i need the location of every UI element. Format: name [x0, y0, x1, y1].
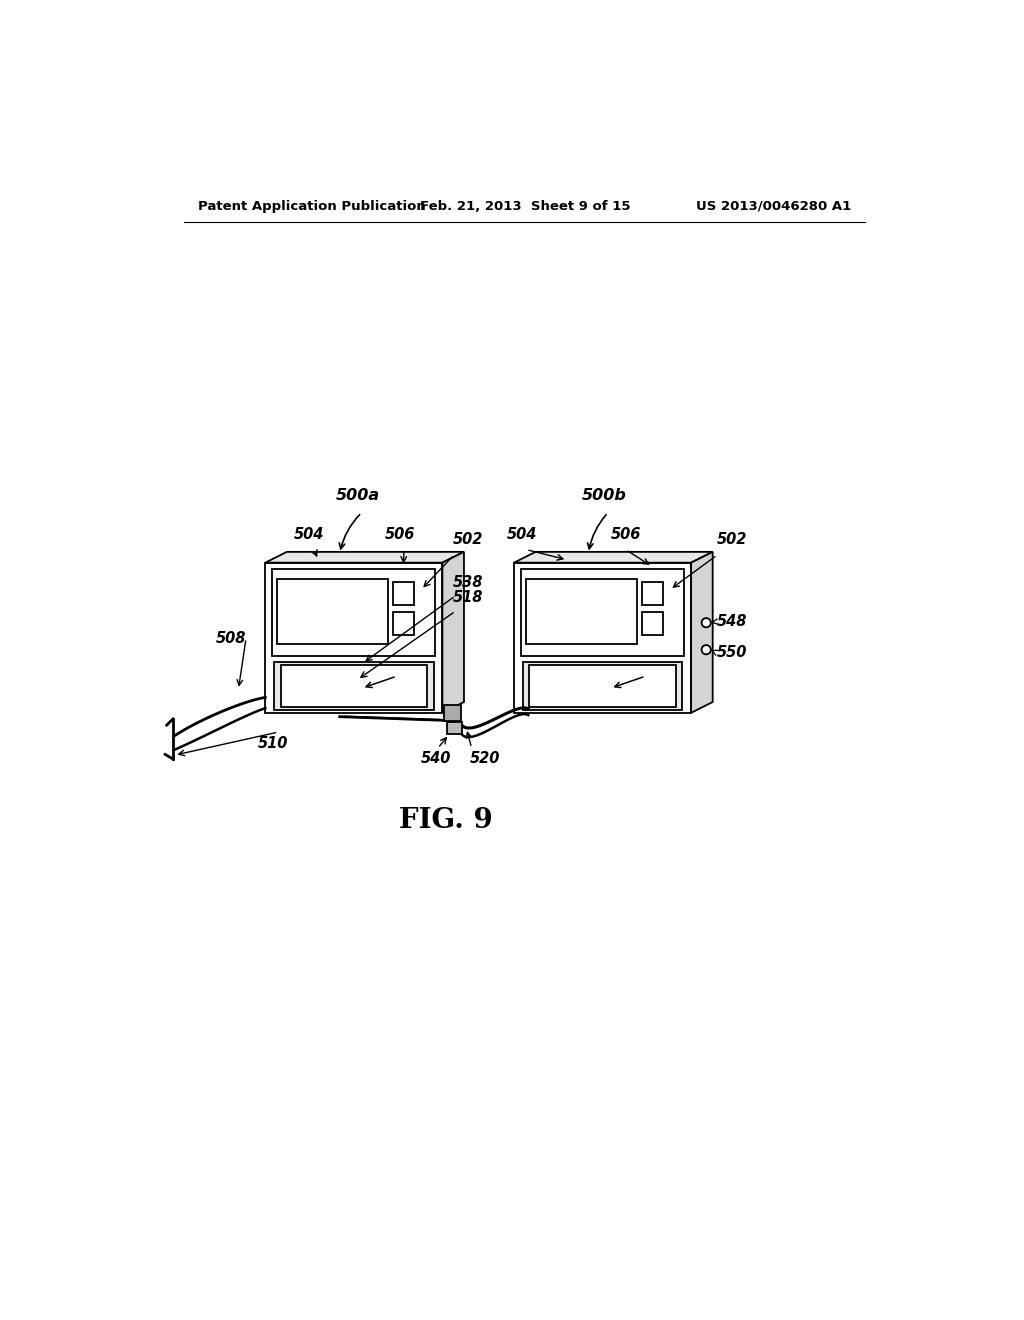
Text: US 2013/0046280 A1: US 2013/0046280 A1 [696, 199, 851, 213]
Text: 500a: 500a [336, 488, 380, 503]
Circle shape [701, 645, 711, 655]
Text: 504: 504 [507, 527, 538, 543]
Polygon shape [265, 552, 464, 562]
Text: 518: 518 [453, 590, 482, 605]
Text: 506: 506 [385, 527, 416, 543]
Text: 500b: 500b [582, 488, 627, 503]
Polygon shape [393, 582, 414, 606]
Polygon shape [393, 611, 414, 635]
Polygon shape [272, 569, 435, 656]
Polygon shape [265, 562, 442, 713]
Polygon shape [278, 579, 388, 644]
Polygon shape [642, 582, 663, 606]
Text: 520: 520 [470, 751, 501, 767]
Text: 550: 550 [717, 645, 748, 660]
Polygon shape [442, 552, 464, 713]
Polygon shape [691, 552, 713, 713]
Polygon shape [521, 569, 684, 656]
Text: Patent Application Publication: Patent Application Publication [199, 199, 426, 213]
Circle shape [701, 618, 711, 627]
Text: 538: 538 [453, 574, 482, 590]
Polygon shape [529, 665, 676, 706]
Text: 548: 548 [717, 614, 748, 628]
Text: 510: 510 [258, 737, 288, 751]
Text: Feb. 21, 2013  Sheet 9 of 15: Feb. 21, 2013 Sheet 9 of 15 [420, 199, 630, 213]
Text: 504: 504 [294, 527, 325, 543]
Polygon shape [444, 705, 461, 721]
Polygon shape [514, 562, 691, 713]
Text: 502: 502 [453, 532, 482, 548]
Polygon shape [523, 661, 682, 710]
Text: 506: 506 [610, 527, 641, 543]
Text: 508: 508 [216, 631, 246, 645]
Polygon shape [526, 579, 637, 644]
Polygon shape [274, 661, 433, 710]
Polygon shape [514, 552, 713, 562]
Text: 502: 502 [717, 532, 746, 548]
Text: FIG. 9: FIG. 9 [399, 807, 494, 834]
Polygon shape [447, 722, 463, 734]
Polygon shape [642, 611, 663, 635]
Text: 540: 540 [421, 751, 452, 767]
Polygon shape [281, 665, 427, 706]
